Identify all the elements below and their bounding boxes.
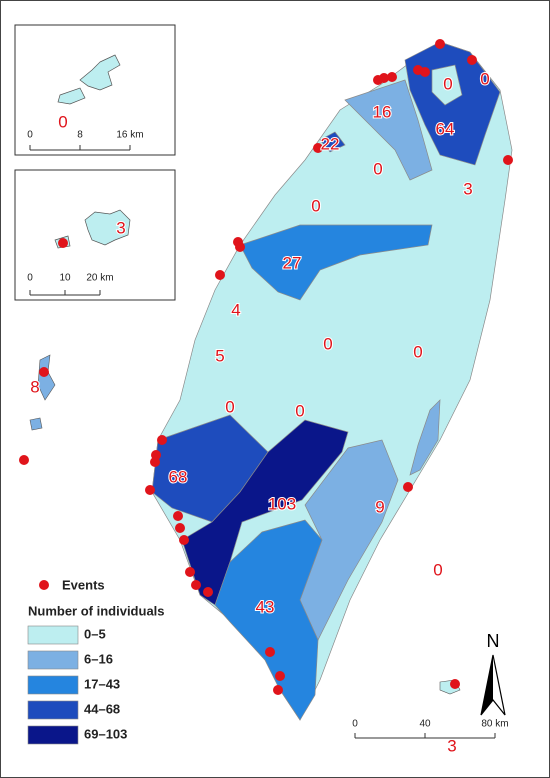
- legend-swatch: [27, 700, 79, 720]
- legend-label: 69–103: [84, 726, 127, 741]
- legend-label: 0–5: [84, 626, 106, 641]
- scale-bar: [29, 290, 101, 296]
- region: [431, 64, 463, 106]
- scale-label: 80 km: [481, 719, 508, 730]
- scale-label: 0: [27, 130, 33, 141]
- legend-swatch: [27, 675, 79, 695]
- scale-bar: [29, 145, 131, 151]
- inset-box: [14, 169, 176, 301]
- legend-label: 44–68: [84, 701, 120, 716]
- region-count: 3: [447, 736, 456, 755]
- event: [503, 155, 513, 165]
- legend-swatch: [27, 725, 79, 745]
- event: [265, 647, 275, 657]
- region-count: 64: [436, 119, 455, 138]
- north-label: N: [487, 631, 500, 651]
- scale-bar: [354, 733, 496, 739]
- inset-count: 0: [58, 112, 67, 131]
- legend-label: 6–16: [84, 651, 113, 666]
- scale-label: 20 km: [86, 273, 113, 284]
- event: [313, 143, 323, 153]
- scale-label: 40: [419, 719, 431, 730]
- event: [420, 67, 430, 77]
- event: [215, 270, 225, 280]
- region: [344, 79, 433, 181]
- region: [239, 224, 433, 301]
- legend-swatch: [27, 650, 79, 670]
- region-count: 103: [268, 494, 296, 513]
- scale-label: 8: [77, 130, 83, 141]
- event: [203, 587, 213, 597]
- region-count: 3: [463, 179, 472, 198]
- inset-island: [54, 209, 131, 249]
- event: [58, 238, 68, 248]
- scale-label: 10: [59, 273, 71, 284]
- event: [39, 367, 49, 377]
- event: [387, 72, 397, 82]
- region-count: 0: [433, 560, 442, 579]
- event: [191, 580, 201, 590]
- region-count: 8: [30, 377, 39, 396]
- event: [275, 671, 285, 681]
- scale-label: 16 km: [116, 130, 143, 141]
- region-count: 27: [283, 253, 302, 272]
- inset-box: [14, 24, 176, 156]
- penghu: [29, 354, 56, 431]
- event: [185, 567, 195, 577]
- scale-label: 0: [27, 273, 33, 284]
- legend-label: 17–43: [84, 676, 120, 691]
- event: [435, 39, 445, 49]
- region: [409, 399, 441, 476]
- region-count: 5: [215, 346, 224, 365]
- event: [273, 685, 283, 695]
- region-count: 0: [225, 397, 234, 416]
- region-count: 0: [311, 196, 320, 215]
- region-count: 68: [169, 467, 188, 486]
- event: [173, 511, 183, 521]
- legend-event-symbol: [39, 580, 49, 590]
- event: [179, 535, 189, 545]
- region-count: 0: [480, 69, 489, 88]
- region-count: 0: [443, 74, 452, 93]
- event: [373, 75, 383, 85]
- legend-swatch: [27, 625, 79, 645]
- region-count: 22: [321, 134, 340, 153]
- region-count: 0: [295, 401, 304, 420]
- region: [299, 439, 399, 641]
- region-count: 16: [373, 102, 392, 121]
- region-count: 4: [231, 300, 240, 319]
- region: [319, 131, 346, 153]
- event: [467, 55, 477, 65]
- region-count: 43: [256, 597, 275, 616]
- event: [145, 485, 155, 495]
- region: [214, 519, 323, 721]
- scale-label: 0: [352, 719, 358, 730]
- legend-title: Number of individuals: [28, 603, 165, 618]
- region-count: 0: [373, 159, 382, 178]
- event: [150, 457, 160, 467]
- event: [19, 455, 29, 465]
- event: [403, 482, 413, 492]
- inset-count: 3: [116, 218, 125, 237]
- event: [235, 242, 245, 252]
- region-count: 0: [413, 342, 422, 361]
- event: [175, 523, 185, 533]
- legend-events: Events: [62, 577, 105, 592]
- region-count: 0: [323, 334, 332, 353]
- region-count: 9: [375, 497, 384, 516]
- north-arrow: [481, 655, 493, 715]
- event: [157, 435, 167, 445]
- inset-island: [57, 54, 121, 105]
- event: [450, 679, 460, 689]
